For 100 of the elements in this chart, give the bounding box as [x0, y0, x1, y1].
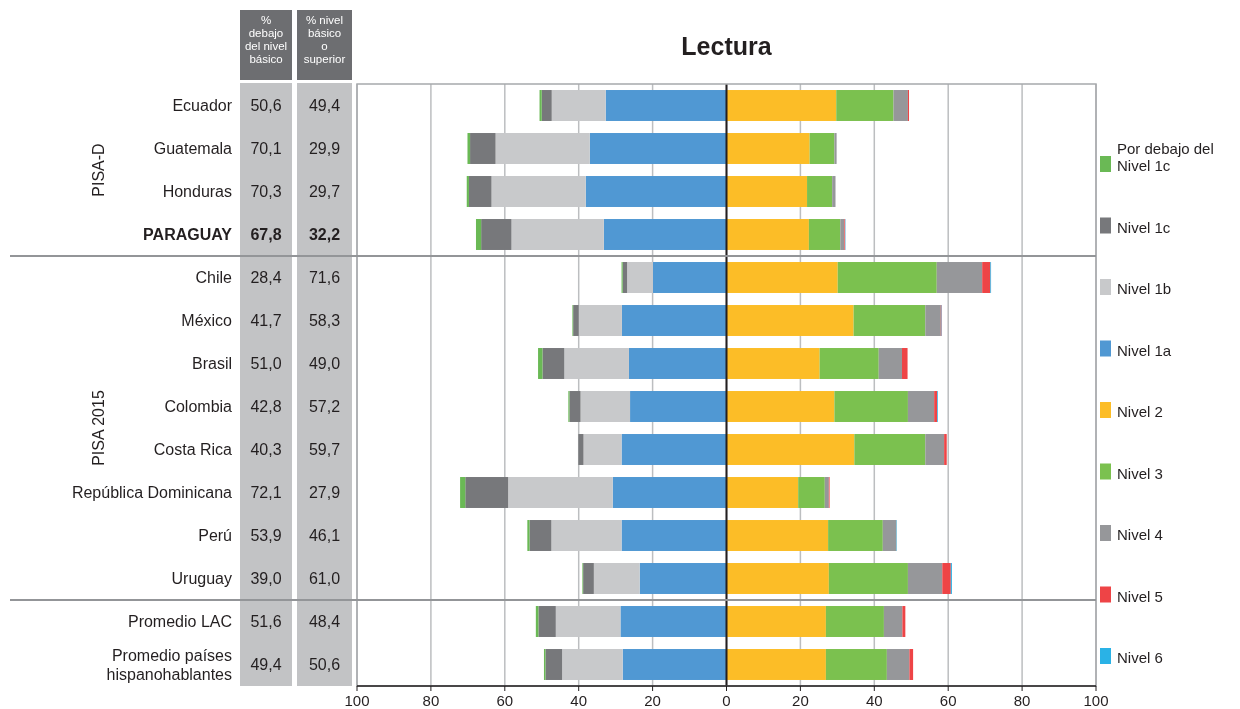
bar: [798, 477, 825, 508]
chart-title: Lectura: [681, 32, 773, 60]
bar: [909, 649, 914, 680]
bar: [836, 90, 894, 121]
bar: [630, 391, 727, 422]
bar: [825, 649, 887, 680]
bar: [726, 348, 820, 379]
bar: [621, 305, 727, 336]
bar: [726, 176, 808, 207]
text: 39,0: [250, 569, 282, 587]
bar: [886, 649, 910, 680]
text: % nivel básico o superior: [303, 14, 346, 65]
bar: [622, 262, 628, 293]
bar: [726, 90, 837, 121]
x-tick-label: 100: [344, 692, 370, 709]
bar: [652, 262, 727, 293]
x-tick-label: 0: [722, 692, 731, 709]
bar: [726, 520, 829, 551]
bar: [620, 606, 727, 637]
bar: [726, 606, 826, 637]
bar: [726, 305, 854, 336]
x-tick-label: 60: [496, 692, 514, 709]
text: 50,6: [308, 655, 341, 673]
bar: [621, 520, 727, 551]
bar: [578, 434, 584, 465]
y-tick-label: República Dominicana: [71, 483, 233, 501]
x-tick-label: 80: [422, 692, 440, 709]
y-tick-label: PARAGUAY: [143, 225, 233, 243]
y-tick-label: Uruguay: [171, 569, 232, 587]
bar: [583, 563, 594, 594]
x-tick-label: 40: [570, 692, 588, 709]
text: 42,8: [250, 397, 282, 415]
bar: [628, 348, 727, 379]
y-tick-label: Brasil: [191, 354, 232, 372]
bar: [541, 90, 552, 121]
bar: [538, 606, 556, 637]
y-tick-label: México: [181, 311, 233, 329]
bar: [468, 176, 492, 207]
bar: [605, 90, 727, 121]
text: 57,2: [308, 397, 341, 415]
bar: [828, 520, 883, 551]
bar: [944, 434, 947, 465]
bar: [580, 391, 631, 422]
text: 67,8: [250, 225, 282, 243]
text: 40,3: [250, 440, 282, 458]
bar: [902, 348, 908, 379]
text: 32,2: [308, 225, 341, 243]
legend-label: Nivel 3: [1117, 464, 1163, 482]
bar: [593, 563, 640, 594]
text: % debajo del nivel básico: [244, 14, 288, 65]
y-tick-label: Chile: [195, 268, 233, 286]
bar: [808, 219, 841, 250]
y-tick-label: Honduras: [162, 182, 232, 200]
bar: [726, 219, 809, 250]
text: 49,4: [250, 655, 282, 673]
x-tick-label: 20: [792, 692, 809, 709]
bar: [832, 176, 836, 207]
text: 71,6: [308, 268, 341, 286]
bar: [726, 434, 855, 465]
bar: [925, 305, 941, 336]
bar: [726, 477, 799, 508]
bar: [809, 133, 835, 164]
x-tick-label: 40: [865, 692, 883, 709]
bar: [726, 563, 829, 594]
bar: [854, 434, 926, 465]
y-tick-label: Guatemala: [153, 139, 233, 157]
y-tick-label: Promedio países hispanohablantes: [106, 646, 232, 683]
bar: [481, 219, 512, 250]
bar: [882, 520, 897, 551]
bar: [828, 563, 908, 594]
text: 51,6: [250, 612, 282, 630]
text: 49,4: [308, 96, 341, 114]
y-tick-label: Ecuador: [172, 96, 233, 114]
bar: [824, 477, 829, 508]
x-tick-label: 80: [1013, 692, 1031, 709]
text: 48,4: [308, 612, 341, 630]
bar: [936, 262, 983, 293]
text: 53,9: [250, 526, 282, 544]
bar: [982, 262, 991, 293]
bar: [834, 391, 908, 422]
legend-label: Nivel 6: [1117, 649, 1163, 666]
text: 49,0: [308, 354, 341, 372]
text: 46,1: [308, 526, 341, 544]
bar: [883, 606, 903, 637]
bar: [585, 176, 727, 207]
text: 50,6: [250, 96, 282, 114]
bar: [529, 520, 552, 551]
bar: [726, 262, 838, 293]
bar: [466, 176, 469, 207]
x-tick-label: 20: [644, 692, 661, 709]
legend-label: Nivel 1a: [1117, 341, 1172, 359]
bar: [853, 305, 926, 336]
y-tick-label: Costa Rica: [153, 440, 233, 458]
bar: [470, 133, 496, 164]
text: 41,7: [250, 311, 282, 329]
legend-label: Por debajo del Nivel 1c: [1117, 140, 1214, 174]
bar: [819, 348, 879, 379]
legend-label: Nivel 1c: [1117, 218, 1171, 236]
bar: [545, 649, 563, 680]
bar: [893, 90, 908, 121]
